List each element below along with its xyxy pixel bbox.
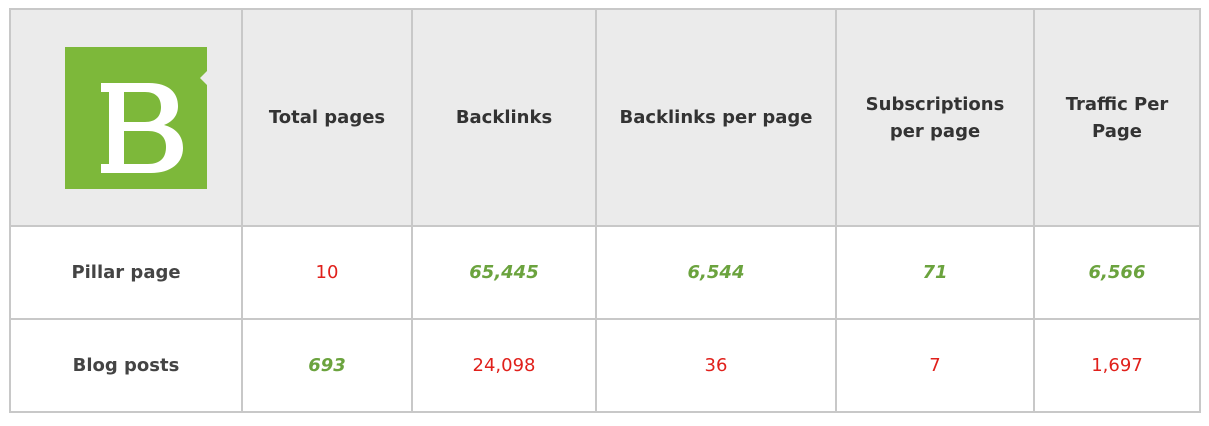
table-row: Blog posts 693 24,098 36 7 1,697 <box>9 318 1201 413</box>
column-header: Subscriptions per page <box>835 8 1035 227</box>
cell: 1,697 <box>1033 318 1201 413</box>
cell: 36 <box>595 318 837 413</box>
header-row: Total pages Backlinks Backlinks per page… <box>9 8 1201 227</box>
cell: 693 <box>241 318 413 413</box>
comparison-table: Total pages Backlinks Backlinks per page… <box>9 8 1201 413</box>
row-label: Pillar page <box>9 225 243 320</box>
cell: 71 <box>835 225 1035 320</box>
row-label: Blog posts <box>9 318 243 413</box>
cell: 7 <box>835 318 1035 413</box>
cell: 10 <box>241 225 413 320</box>
cell: 24,098 <box>411 318 597 413</box>
column-header: Total pages <box>241 8 413 227</box>
column-header: Traffic Per Page <box>1033 8 1201 227</box>
logo-cell <box>9 8 243 227</box>
column-header: Backlinks <box>411 8 597 227</box>
cell: 65,445 <box>411 225 597 320</box>
column-header: Backlinks per page <box>595 8 837 227</box>
cell: 6,566 <box>1033 225 1201 320</box>
cell: 6,544 <box>595 225 837 320</box>
table-row: Pillar page 10 65,445 6,544 71 6,566 <box>9 225 1201 320</box>
logo <box>65 46 207 189</box>
